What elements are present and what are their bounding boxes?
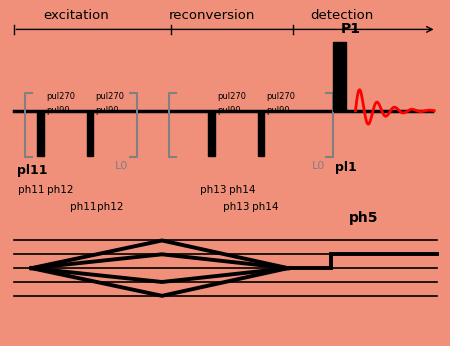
Text: reconversion: reconversion [168, 9, 255, 22]
Text: ph5: ph5 [349, 211, 378, 225]
Text: ph14: ph14 [230, 185, 256, 195]
Text: ph13: ph13 [223, 202, 249, 212]
Text: pul90: pul90 [266, 106, 290, 115]
Text: pul90: pul90 [46, 106, 70, 115]
Bar [333, 42, 346, 111]
Text: pul270: pul270 [96, 92, 125, 101]
Text: pul270: pul270 [46, 92, 75, 101]
Bar [86, 111, 94, 156]
Text: ph11: ph11 [18, 185, 45, 195]
Text: pul270: pul270 [217, 92, 246, 101]
Text: pul270: pul270 [266, 92, 296, 101]
Bar [257, 111, 265, 156]
Text: detection: detection [310, 9, 374, 22]
Text: ph11: ph11 [70, 202, 96, 212]
Text: pl11: pl11 [17, 164, 48, 177]
Bar [37, 111, 44, 156]
Text: pul90: pul90 [96, 106, 119, 115]
Text: pul90: pul90 [217, 106, 241, 115]
Text: ph12: ph12 [97, 202, 123, 212]
Text: ph13: ph13 [200, 185, 227, 195]
Text: ph14: ph14 [252, 202, 279, 212]
Bar [208, 111, 215, 156]
Text: pl1: pl1 [335, 161, 357, 174]
Text: L0: L0 [312, 161, 325, 171]
Text: ph12: ph12 [47, 185, 74, 195]
Text: L0: L0 [115, 161, 128, 171]
Text: P1: P1 [341, 22, 361, 36]
Text: excitation: excitation [44, 9, 109, 22]
